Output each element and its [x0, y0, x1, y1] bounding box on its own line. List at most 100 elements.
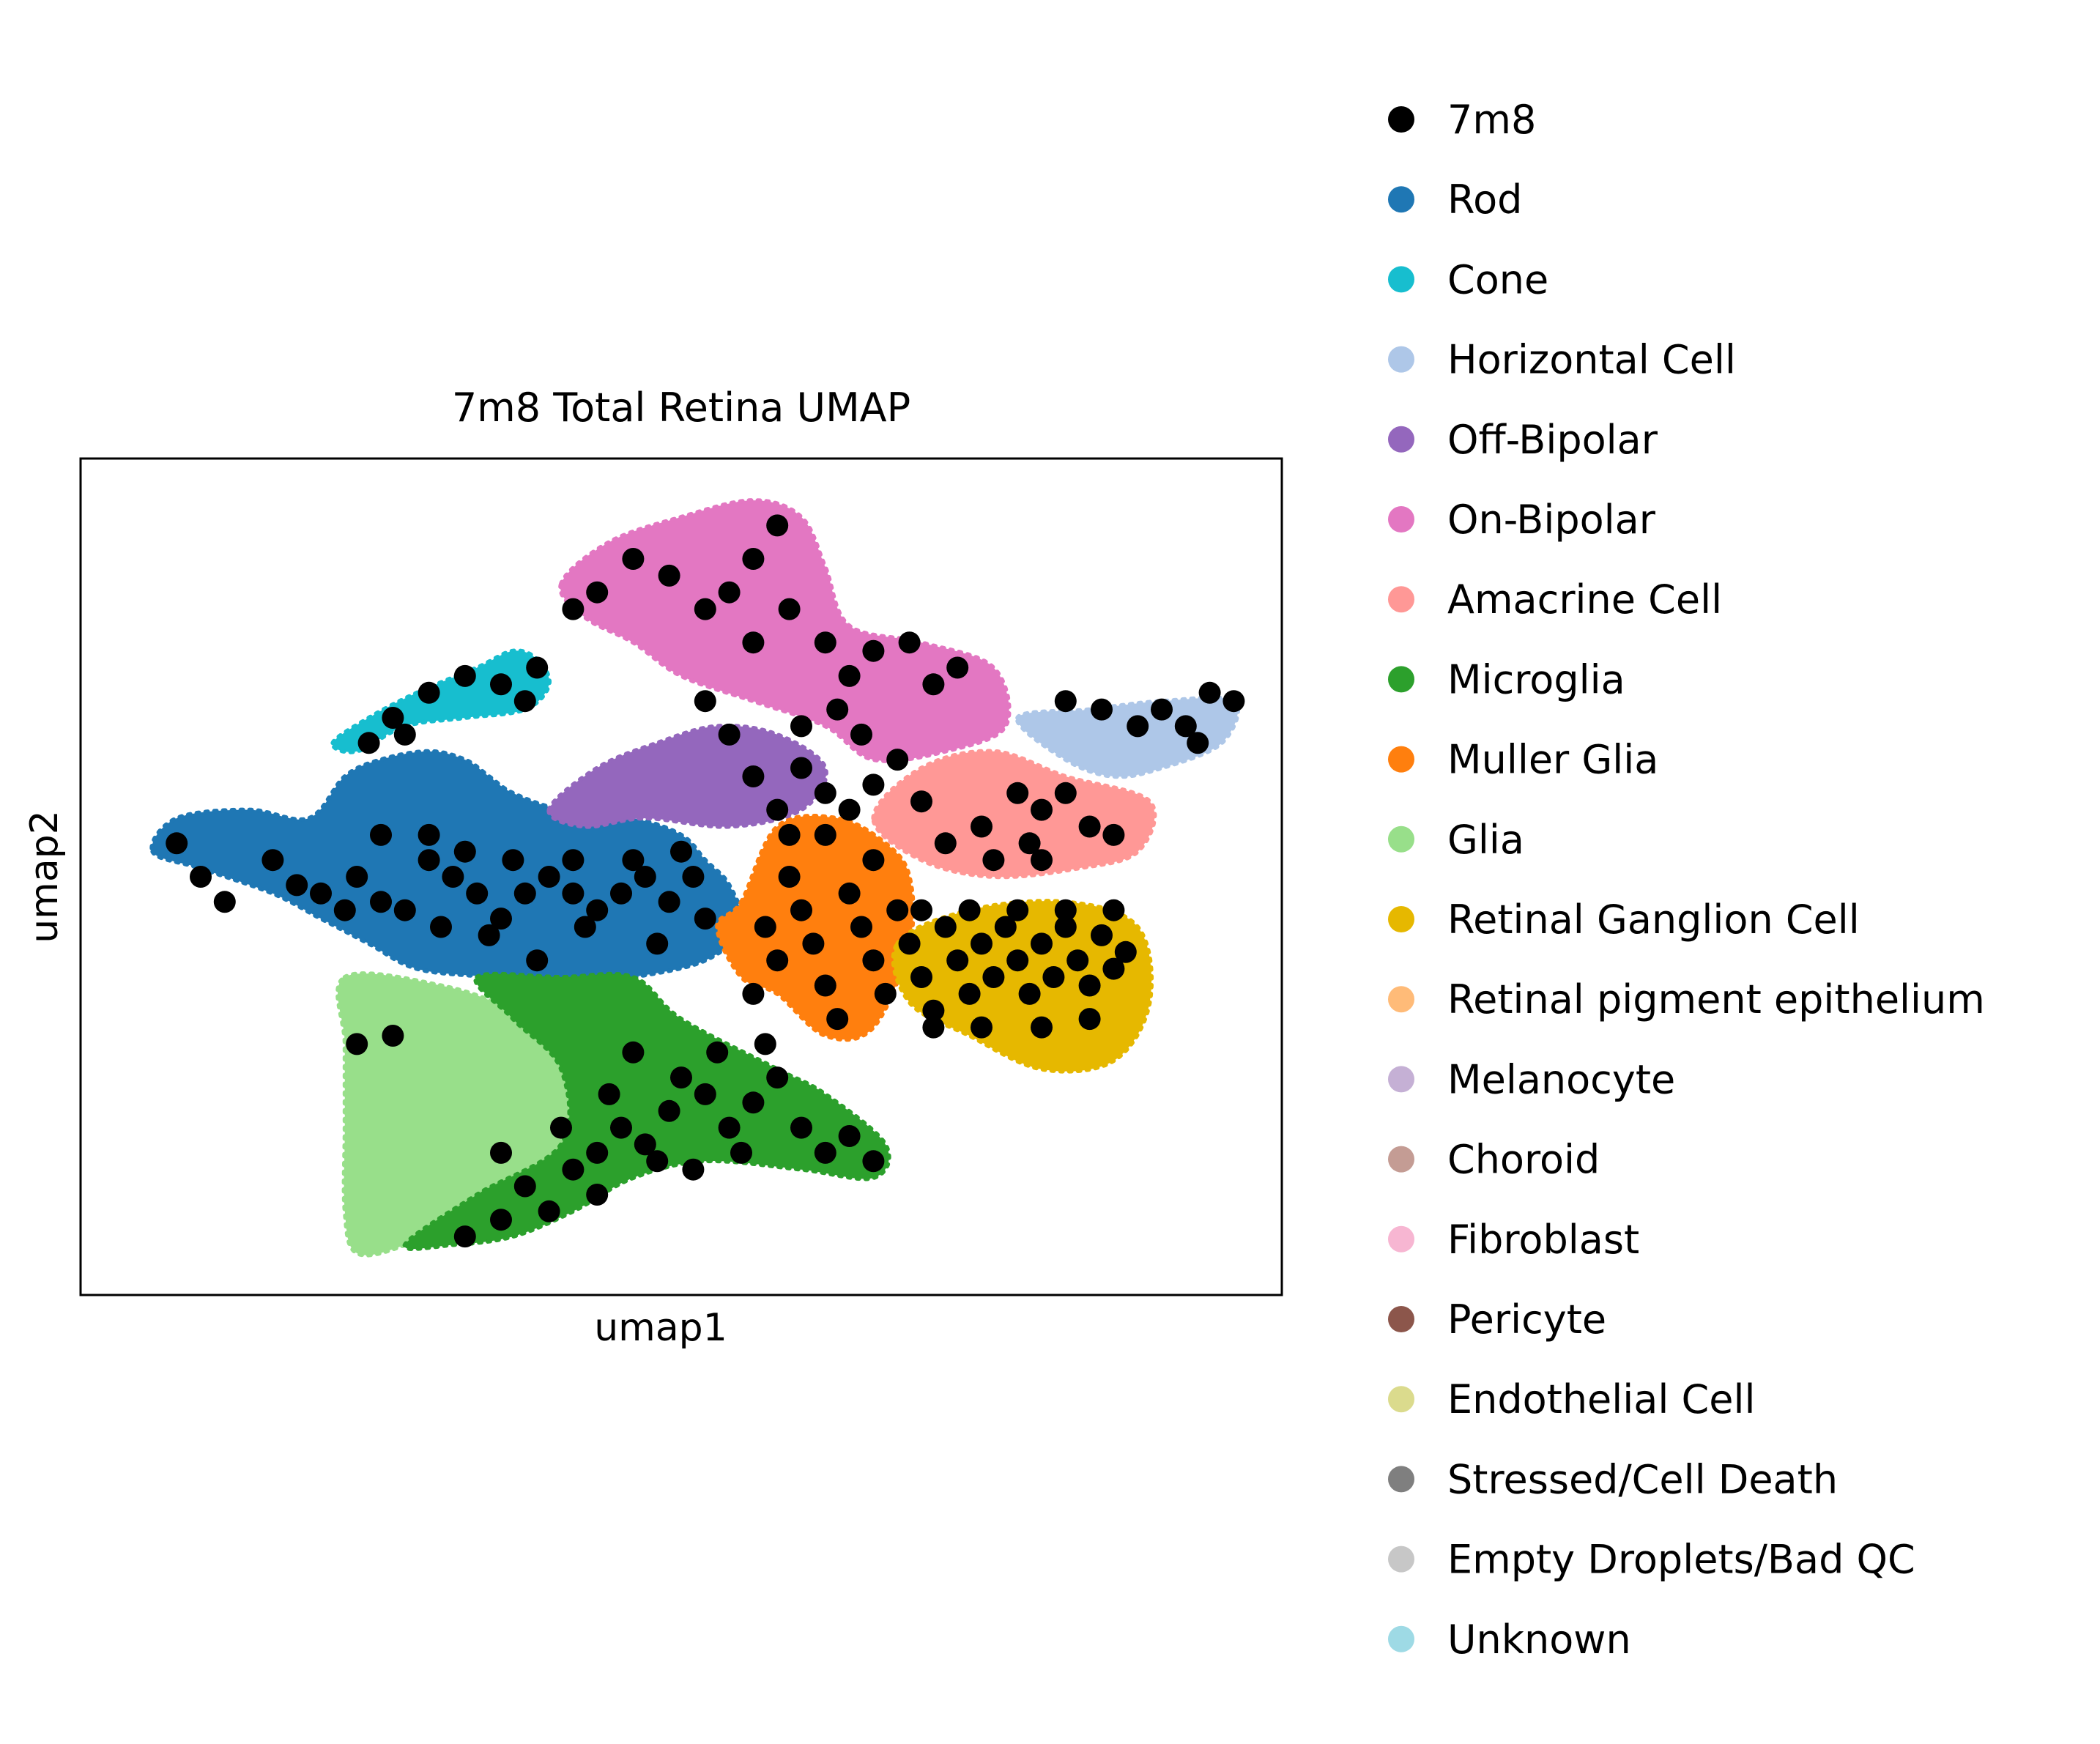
point-7m8-35	[357, 732, 380, 754]
point-7m8-49	[742, 548, 765, 570]
legend: 7m8 Rod Cone Horizontal Cell Off-Bipolar On-B…	[1388, 97, 1985, 1663]
point-7m8-39	[490, 673, 512, 696]
legend-label-muller-glia: Muller Glia	[1447, 737, 1658, 783]
point-7m8-12	[490, 908, 512, 930]
point-7m8-111	[754, 916, 776, 938]
legend-marker-stressed-cell-death	[1388, 1466, 1414, 1493]
point-7m8-162	[1222, 690, 1245, 713]
point-7m8-89	[862, 949, 885, 972]
point-7m8-30	[430, 916, 452, 938]
point-7m8-44	[586, 581, 609, 604]
point-7m8-130	[513, 1175, 536, 1198]
point-7m8-62	[790, 757, 812, 779]
point-7m8-31	[478, 924, 500, 946]
point-7m8-20	[682, 866, 705, 888]
point-7m8-119	[1006, 899, 1029, 921]
point-7m8-47	[694, 598, 716, 620]
point-7m8-65	[862, 773, 885, 796]
point-7m8-19	[658, 891, 680, 913]
legend-label-off-bipolar: Off-Bipolar	[1447, 417, 1658, 463]
point-7m8-1	[190, 866, 212, 888]
point-7m8-0	[166, 832, 188, 855]
point-7m8-121	[1102, 899, 1125, 921]
legend-label-endothelial-cell: Endothelial Cell	[1447, 1376, 1755, 1422]
point-7m8-117	[910, 899, 932, 921]
point-7m8-68	[766, 798, 789, 821]
point-7m8-11	[466, 882, 489, 905]
point-7m8-72	[934, 832, 957, 855]
legend-marker-off-bipolar	[1388, 426, 1414, 453]
point-7m8-120	[1054, 899, 1077, 921]
legend-label-melanocyte: Melanocyte	[1447, 1056, 1675, 1102]
point-7m8-73	[971, 815, 993, 838]
point-7m8-129	[490, 1209, 512, 1231]
point-7m8-104	[1042, 966, 1065, 988]
legend-item-fibroblast: Fibroblast	[1388, 1217, 1639, 1263]
point-7m8-16	[586, 899, 609, 921]
point-7m8-163	[1187, 732, 1209, 754]
legend-label-on-bipolar: On-Bipolar	[1447, 497, 1656, 543]
point-7m8-7	[370, 891, 392, 913]
point-7m8-87	[838, 882, 861, 905]
legend-item-pericyte: Pericyte	[1388, 1296, 1606, 1343]
point-7m8-5	[310, 882, 332, 905]
point-7m8-96	[946, 949, 969, 972]
point-7m8-80	[982, 849, 1005, 872]
point-7m8-94	[922, 999, 945, 1022]
point-7m8-45	[622, 548, 645, 570]
legend-item-amacrine-cell: Amacrine Cell	[1388, 576, 1722, 623]
legend-marker-melanocyte	[1388, 1066, 1414, 1093]
point-7m8-141	[766, 1066, 789, 1089]
point-7m8-60	[718, 723, 741, 746]
legend-marker-cone	[1388, 266, 1414, 293]
point-7m8-161	[1198, 681, 1221, 704]
point-7m8-106	[1066, 949, 1089, 972]
point-7m8-66	[886, 749, 909, 771]
legend-marker-pericyte	[1388, 1306, 1414, 1332]
point-7m8-79	[1031, 849, 1053, 872]
point-7m8-13	[513, 882, 536, 905]
legend-item-retinal-pigment-epithelium: Retinal pigment epithelium	[1388, 976, 1985, 1023]
legend-marker-amacrine-cell	[1388, 586, 1414, 613]
point-7m8-14	[538, 866, 560, 888]
point-7m8-10	[442, 866, 464, 888]
point-7m8-9	[418, 849, 440, 872]
point-7m8-64	[838, 798, 861, 821]
point-7m8-155	[586, 1184, 609, 1206]
legend-marker-retinal-ganglion-cell	[1388, 906, 1414, 932]
point-7m8-40	[513, 690, 536, 713]
point-7m8-136	[658, 1099, 680, 1122]
point-7m8-27	[622, 849, 645, 872]
point-7m8-115	[814, 823, 836, 846]
legend-item-microglia: Microglia	[1388, 656, 1625, 702]
point-7m8-54	[838, 664, 861, 687]
legend-item-7m8: 7m8	[1388, 97, 1536, 143]
point-7m8-145	[862, 1150, 885, 1173]
point-7m8-114	[778, 823, 801, 846]
point-7m8-128	[453, 1225, 476, 1248]
point-7m8-55	[862, 639, 885, 662]
point-7m8-25	[502, 849, 524, 872]
point-7m8-41	[526, 656, 549, 679]
point-7m8-151	[490, 1141, 512, 1164]
point-7m8-123	[971, 1016, 993, 1039]
legend-label-pericyte: Pericyte	[1447, 1296, 1606, 1343]
point-7m8-70	[850, 723, 872, 746]
point-7m8-18	[634, 866, 656, 888]
point-7m8-98	[971, 932, 993, 955]
x-axis-label: umap1	[594, 1306, 727, 1350]
legend-marker-unknown	[1388, 1625, 1414, 1652]
point-7m8-46	[658, 564, 680, 587]
legend-marker-glia	[1388, 825, 1414, 853]
point-7m8-133	[586, 1141, 609, 1164]
point-7m8-51	[742, 631, 765, 654]
point-7m8-150	[730, 1141, 752, 1164]
legend-marker-endothelial-cell	[1388, 1386, 1414, 1413]
point-7m8-82	[778, 866, 801, 888]
point-7m8-4	[286, 874, 308, 897]
point-7m8-95	[934, 916, 957, 938]
point-7m8-147	[754, 1033, 776, 1055]
point-7m8-156	[1054, 690, 1077, 713]
point-7m8-137	[670, 1066, 692, 1089]
